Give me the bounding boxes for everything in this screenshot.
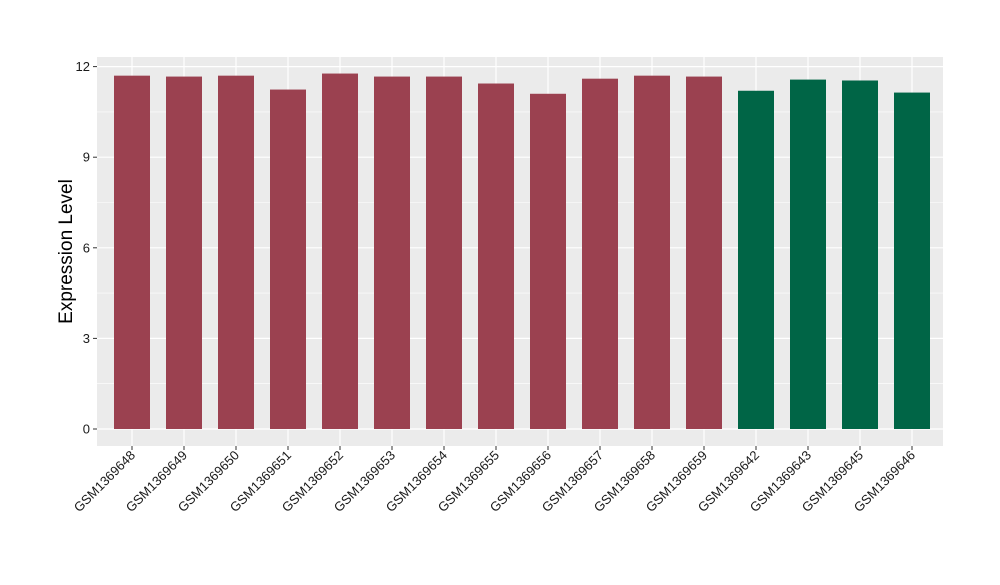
y-tick-label: 6 <box>83 240 90 255</box>
bar-gsm1369650 <box>218 75 254 429</box>
bar-gsm1369654 <box>426 76 462 429</box>
bar-gsm1369651 <box>270 89 306 429</box>
bar-gsm1369659 <box>686 76 722 429</box>
y-tick-label: 9 <box>83 150 90 165</box>
x-axis: GSM1369648GSM1369649GSM1369650GSM1369651… <box>71 446 918 515</box>
y-axis-title: Expression Level <box>56 179 77 324</box>
bar-gsm1369648 <box>114 75 150 429</box>
bar-gsm1369657 <box>582 78 618 430</box>
bar-gsm1369646 <box>894 92 930 430</box>
bar-gsm1369642 <box>738 90 774 429</box>
y-tick-label: 3 <box>83 331 90 346</box>
bars-group <box>114 73 930 430</box>
bar-gsm1369653 <box>374 76 410 429</box>
bar-gsm1369645 <box>842 80 878 429</box>
bar-gsm1369655 <box>478 83 514 430</box>
bar-gsm1369656 <box>530 93 566 429</box>
bar-gsm1369652 <box>322 73 358 430</box>
y-axis: 0 3 6 9 12 <box>76 59 97 437</box>
bar-gsm1369658 <box>634 75 670 429</box>
y-tick-label: 0 <box>83 422 90 437</box>
bar-gsm1369643 <box>790 79 826 429</box>
y-tick-label: 12 <box>76 59 90 74</box>
bar-gsm1369649 <box>166 76 202 429</box>
